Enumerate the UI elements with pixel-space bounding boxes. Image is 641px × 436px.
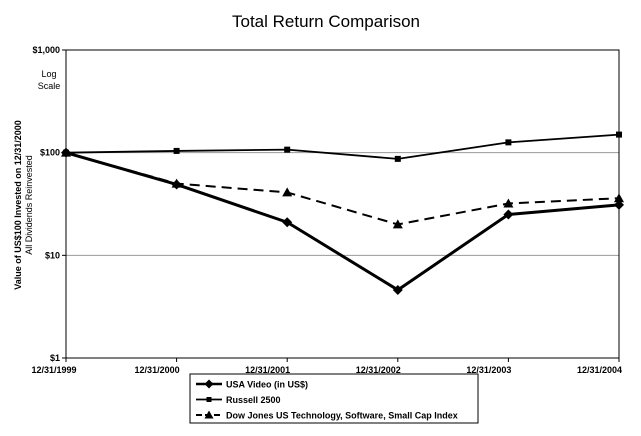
legend-item: Russell 2500 — [196, 395, 281, 405]
plot-area — [65, 49, 620, 359]
x-tick-label: 12/31/2002 — [356, 365, 401, 375]
y-axis-sublabel: All Dividends Reinvested — [24, 155, 34, 255]
log-scale-annotation-line2: Scale — [38, 81, 61, 91]
legend-label: Russell 2500 — [226, 395, 281, 405]
y-tick-label: $100 — [40, 148, 60, 158]
x-tick-label: 12/31/1999 — [31, 365, 76, 375]
series-line — [65, 151, 620, 292]
triangle-marker — [392, 219, 403, 229]
legend-item: Dow Jones US Technology, Software, Small… — [196, 410, 458, 421]
x-tick-label: 12/31/2003 — [466, 365, 511, 375]
legend-label: Dow Jones US Technology, Software, Small… — [226, 411, 458, 421]
diamond-marker — [614, 199, 624, 210]
grid — [66, 152, 619, 256]
triangle-marker — [204, 410, 214, 419]
y-tick-label: $1 — [50, 353, 60, 363]
square-marker — [394, 155, 401, 162]
series-line — [65, 133, 620, 160]
square-marker — [206, 397, 212, 402]
x-axis: 12/31/1999 12/31/2000 12/31/2001 12/31/2002… — [31, 358, 622, 375]
y-axis-label: Value of US$100 Invested on 12/31/2000 — [13, 120, 23, 290]
log-scale-annotation-line1: Log — [41, 69, 56, 79]
x-tick-label: 12/31/2000 — [135, 365, 180, 375]
x-tick-label: 12/31/2001 — [245, 365, 290, 375]
legend-box — [189, 373, 479, 424]
series-triangle — [61, 147, 624, 229]
series-layer — [61, 131, 624, 295]
diamond-marker — [503, 209, 514, 220]
legend: USA Video (in US$) Russell 2500 Dow Jones … — [196, 379, 458, 421]
legend-item: USA Video (in US$) — [196, 379, 308, 390]
triangle-marker — [61, 147, 71, 157]
diamond-marker — [392, 284, 403, 295]
y-axis: $1 $10 $100 $1,000 — [32, 45, 66, 363]
triangle-marker — [171, 178, 182, 188]
y-tick-label: $1,000 — [32, 45, 60, 55]
legend-label: USA Video (in US$) — [226, 380, 308, 390]
triangle-marker — [503, 198, 514, 208]
series-diamond — [61, 147, 624, 295]
series-line — [65, 151, 620, 226]
series-square — [63, 131, 622, 162]
diamond-marker — [204, 379, 214, 389]
triangle-marker — [614, 193, 624, 203]
square-marker — [505, 139, 512, 146]
triangle-marker — [282, 187, 293, 197]
square-marker — [173, 147, 180, 154]
y-tick-label: $10 — [45, 250, 60, 260]
square-marker — [284, 146, 291, 153]
diamond-marker — [282, 217, 293, 228]
x-tick-label: 12/31/2004 — [577, 365, 622, 375]
square-marker — [616, 131, 622, 138]
chart-title: Total Return Comparison — [232, 12, 420, 31]
